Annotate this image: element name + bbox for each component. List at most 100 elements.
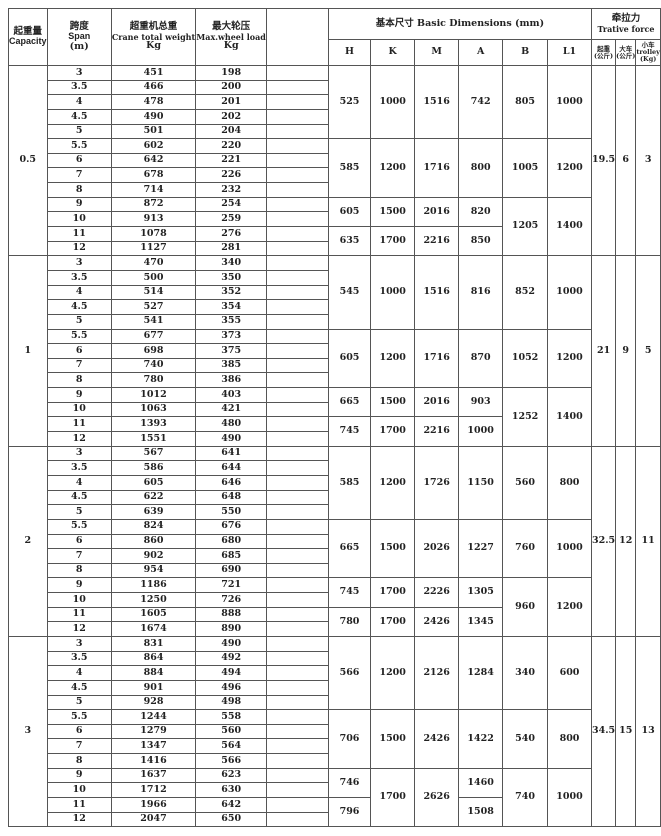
span-cell: 5 (46, 504, 112, 520)
dim-b-cell: 805 (502, 64, 549, 140)
force-header-en: Trative force (597, 23, 655, 34)
table-row: 7 902 685 (9, 548, 661, 564)
wheel-load-cell: 259 (195, 211, 268, 228)
force-col-cn: 大车 (619, 44, 633, 53)
dim-l1-cell: 1000 (547, 64, 592, 140)
blank-cell (266, 650, 329, 667)
dim-k-cell: 1000 (370, 255, 416, 330)
table-row: 8 1416 566 (9, 753, 661, 769)
table-row: 4 514 352 (9, 284, 661, 301)
weight-cell: 1244 (110, 709, 197, 725)
span-cell: 4 (46, 94, 112, 110)
dim-a-cell: 1460 (458, 767, 504, 799)
span-cell: 12 (46, 811, 112, 828)
weight-cell: 478 (110, 94, 197, 110)
wheel-load-cell: 340 (195, 255, 268, 271)
weight-cell: 642 (110, 152, 197, 169)
span-cell: 3 (46, 65, 112, 81)
span-cell: 11 (46, 416, 112, 433)
wheel-load-cell: 642 (195, 797, 268, 813)
span-cell: 5.5 (46, 138, 112, 154)
blank-cell (266, 152, 329, 169)
span-cell: 7 (46, 357, 112, 374)
capacity-cell: 2 (8, 445, 48, 637)
blank-cell (266, 167, 329, 184)
force-trolley-cell: 11 (635, 445, 661, 637)
blank-cell (266, 416, 329, 433)
weight-cell: 913 (110, 211, 197, 228)
blank-cell (266, 753, 329, 769)
wheel-load-cell: 650 (195, 811, 268, 828)
table-row: 1 3 470 340 545 1000 1516 816 852 1000 21 9 5 (8, 255, 661, 447)
blank-cell (266, 723, 329, 740)
weight-cell: 1279 (110, 723, 197, 740)
dim-a-cell: 816 (458, 255, 504, 330)
blank-cell (266, 533, 329, 550)
dim-b-cell: 540 (502, 709, 549, 769)
dim-b-cell: 560 (502, 445, 549, 520)
dim-m-cell: 2016 (414, 196, 460, 228)
blank-cell (266, 782, 329, 799)
table-row: 7 678 226 (9, 167, 661, 184)
weight-header: 超重机总重 Crane total weight Kg (110, 8, 197, 66)
dim-b-cell: 760 (502, 518, 549, 579)
span-cell: 4.5 (46, 679, 112, 696)
span-header-unit: (m) (69, 40, 89, 52)
span-header: 跨度 Span (m) (46, 8, 112, 66)
weight-cell: 901 (110, 679, 197, 696)
wheel-load-cell: 494 (195, 665, 268, 681)
weight-cell: 824 (110, 518, 197, 535)
dim-col-header-b: B (502, 39, 549, 66)
blank-cell (266, 240, 329, 257)
blank-header (266, 8, 329, 66)
blank-cell (266, 797, 329, 813)
blank-cell (266, 357, 329, 374)
blank-cell (266, 284, 329, 301)
span-cell: 3 (46, 635, 112, 652)
blank-cell (266, 108, 329, 125)
blank-cell (266, 79, 329, 96)
span-cell: 11 (46, 606, 112, 623)
wheel-load-cell: 355 (195, 313, 268, 330)
dim-a-cell: 1000 (458, 416, 504, 447)
span-cell: 10 (46, 592, 112, 608)
dim-b-cell: 340 (502, 635, 549, 711)
wheel-load-cell: 220 (195, 138, 268, 154)
table-row: 4 884 494 (9, 665, 661, 681)
capacity-header-cn: 起重量 (13, 25, 43, 37)
dim-l1-cell: 800 (547, 445, 592, 520)
table-row: 5.5 677 373 605 1200 1716 870 1052 1200 (9, 328, 661, 389)
weight-header-unit: Kg (146, 40, 161, 52)
wheel-load-cell: 201 (195, 94, 268, 110)
dim-b-cell: 852 (502, 255, 549, 330)
wheel-load-cell: 726 (195, 592, 268, 608)
wheel-load-cell: 676 (195, 518, 268, 535)
dim-a-cell: 742 (458, 64, 504, 140)
wheel-load-cell: 685 (195, 548, 268, 564)
table-row: 8 954 690 (9, 562, 661, 579)
wheel-load-cell: 630 (195, 782, 268, 799)
force-trolley-cell: 13 (635, 635, 661, 828)
dim-col-header-k: K (370, 39, 416, 66)
span-cell: 9 (46, 577, 112, 594)
weight-cell: 2047 (110, 811, 197, 828)
span-cell: 4 (46, 665, 112, 681)
dim-k-cell: 1500 (370, 518, 416, 579)
force-crane-cell: 15 (615, 635, 637, 828)
blank-cell (266, 679, 329, 696)
dim-a-cell: 1305 (458, 577, 504, 608)
capacity-header: 起重量 Capacity (8, 8, 48, 66)
wheel-load-cell: 386 (195, 372, 268, 389)
span-cell: 6 (46, 152, 112, 169)
dim-l1-cell: 1200 (547, 577, 592, 637)
weight-cell: 586 (110, 460, 197, 476)
blank-cell (266, 211, 329, 228)
wheel-load-cell: 690 (195, 562, 268, 579)
wheel-load-cell: 498 (195, 694, 268, 711)
force-crane-cell: 6 (615, 64, 637, 257)
weight-cell: 1127 (110, 240, 197, 257)
blank-cell (266, 372, 329, 389)
weight-cell: 501 (110, 123, 197, 140)
dim-b-cell: 960 (502, 577, 549, 637)
weight-cell: 780 (110, 372, 197, 389)
